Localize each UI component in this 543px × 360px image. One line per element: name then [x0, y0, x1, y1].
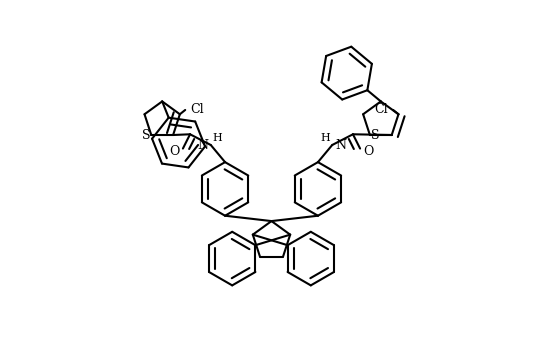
Text: N: N — [197, 139, 208, 152]
Text: O: O — [169, 145, 179, 158]
Text: S: S — [371, 129, 380, 141]
Text: H: H — [321, 133, 331, 143]
Text: N: N — [335, 139, 346, 152]
Text: O: O — [364, 145, 374, 158]
Text: Cl: Cl — [191, 103, 204, 116]
Text: S: S — [142, 129, 150, 141]
Text: Cl: Cl — [374, 103, 388, 116]
Text: H: H — [212, 133, 222, 143]
